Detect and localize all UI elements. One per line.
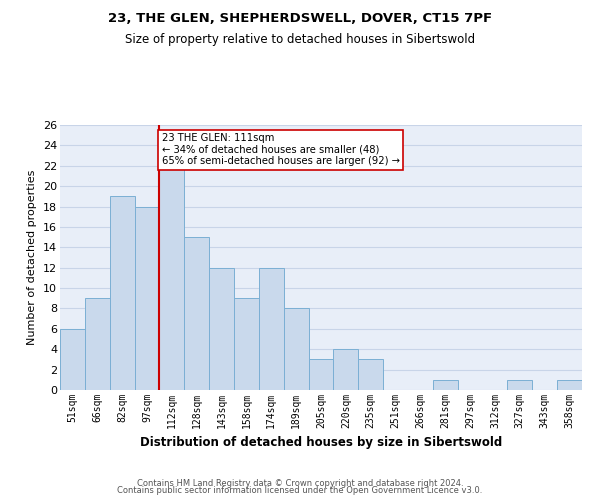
Y-axis label: Number of detached properties: Number of detached properties [28,170,37,345]
Bar [160,166,184,390]
Bar [85,298,110,390]
Text: Size of property relative to detached houses in Sibertswold: Size of property relative to detached ho… [125,32,475,46]
Bar [134,206,160,390]
Text: Contains HM Land Registry data © Crown copyright and database right 2024.: Contains HM Land Registry data © Crown c… [137,478,463,488]
X-axis label: Distribution of detached houses by size in Sibertswold: Distribution of detached houses by size … [140,436,502,450]
Bar [259,268,284,390]
Bar [508,380,532,390]
Bar [60,329,85,390]
Text: Contains public sector information licensed under the Open Government Licence v3: Contains public sector information licen… [118,486,482,495]
Bar [308,360,334,390]
Bar [284,308,308,390]
Bar [334,349,358,390]
Bar [110,196,134,390]
Bar [557,380,582,390]
Bar [433,380,458,390]
Text: 23, THE GLEN, SHEPHERDSWELL, DOVER, CT15 7PF: 23, THE GLEN, SHEPHERDSWELL, DOVER, CT15… [108,12,492,26]
Text: 23 THE GLEN: 111sqm
← 34% of detached houses are smaller (48)
65% of semi-detach: 23 THE GLEN: 111sqm ← 34% of detached ho… [162,133,400,166]
Bar [358,360,383,390]
Bar [184,237,209,390]
Bar [234,298,259,390]
Bar [209,268,234,390]
